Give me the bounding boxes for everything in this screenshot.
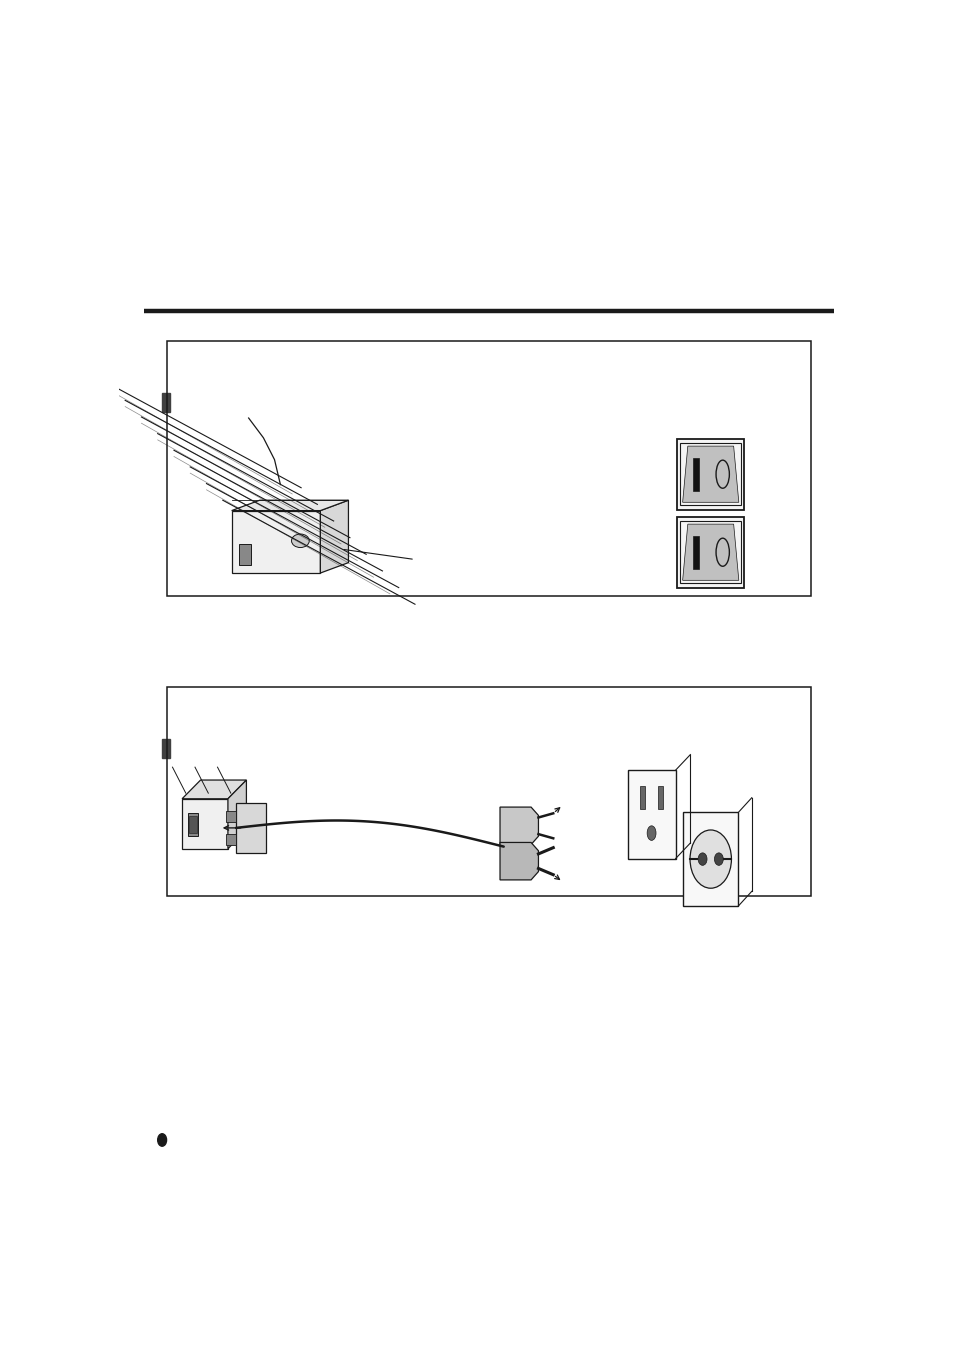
Bar — [239, 544, 251, 565]
Bar — [693, 535, 699, 569]
Bar — [679, 521, 740, 584]
Polygon shape — [320, 500, 348, 573]
Polygon shape — [235, 802, 265, 852]
Polygon shape — [182, 780, 246, 798]
Ellipse shape — [646, 825, 656, 840]
Circle shape — [689, 830, 731, 888]
Bar — [188, 813, 198, 836]
Polygon shape — [228, 780, 246, 848]
Bar — [226, 834, 235, 844]
Ellipse shape — [292, 534, 309, 547]
Polygon shape — [499, 807, 537, 844]
Bar — [677, 439, 743, 509]
Bar — [162, 393, 170, 412]
Bar — [677, 517, 743, 588]
Polygon shape — [232, 500, 348, 511]
Polygon shape — [499, 843, 537, 880]
Bar — [693, 458, 699, 490]
Polygon shape — [232, 511, 320, 573]
Bar — [167, 688, 810, 896]
Bar — [167, 340, 810, 596]
Bar — [190, 816, 196, 834]
Bar — [679, 443, 740, 505]
Polygon shape — [682, 524, 738, 581]
Polygon shape — [182, 798, 228, 848]
Bar — [682, 812, 738, 907]
Circle shape — [714, 852, 722, 866]
Circle shape — [698, 852, 706, 866]
Circle shape — [157, 1133, 167, 1146]
Bar — [226, 811, 235, 821]
Bar — [162, 739, 170, 758]
Bar — [627, 770, 675, 859]
Bar — [639, 786, 644, 809]
Polygon shape — [682, 446, 738, 503]
Bar — [658, 786, 662, 809]
